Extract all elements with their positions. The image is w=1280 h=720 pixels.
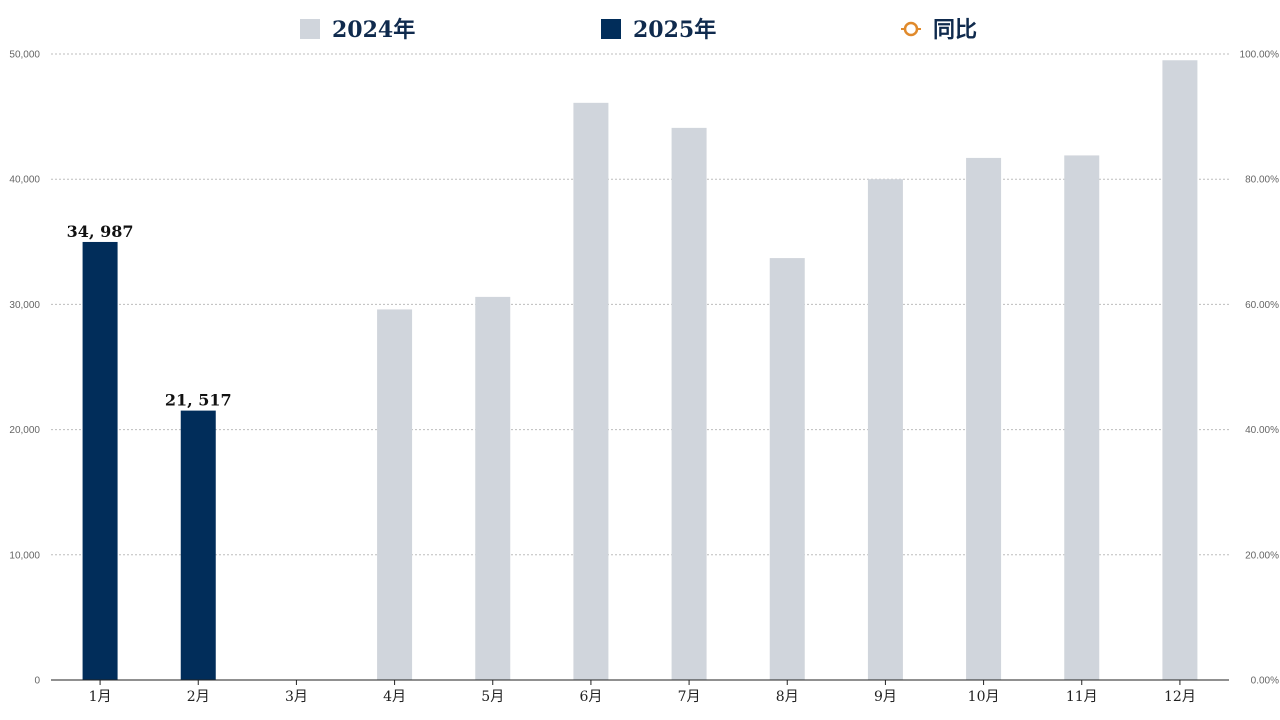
x-tick-label: 4月 — [383, 689, 406, 705]
legend-label: 同比 — [933, 17, 977, 43]
y-right-tick-label: 80.00% — [1245, 175, 1279, 186]
gridlines — [51, 53, 1229, 556]
legend: 2024年 2025年 同比 — [300, 17, 977, 43]
x-tick-label: 9月 — [874, 689, 897, 705]
bar — [573, 102, 609, 680]
y-right-tick-label: 40.00% — [1245, 425, 1279, 436]
legend-label: 2025年 — [633, 17, 716, 43]
data-labels: 34, 987 21, 517 — [67, 222, 232, 410]
bar — [180, 410, 216, 680]
bar — [377, 309, 413, 680]
legend-item: 2024年 — [300, 17, 415, 43]
axes: 0 0.00% 10,000 20.00% 20,000 40.00% 30,000 60.0… — [9, 50, 1279, 706]
x-tick-label: 7月 — [678, 689, 701, 705]
y-left-tick-label: 40,000 — [9, 175, 40, 186]
x-tick-label: 3月 — [285, 689, 308, 705]
x-tick-label: 1月 — [89, 689, 112, 705]
x-tick-label: 11月 — [1066, 689, 1098, 705]
legend-label: 2024年 — [332, 17, 415, 43]
y-right-tick-label: 60.00% — [1245, 300, 1279, 311]
y-left-tick-label: 10,000 — [9, 550, 40, 561]
bar — [769, 258, 805, 680]
bar — [82, 241, 118, 680]
x-tick-label: 12月 — [1164, 689, 1196, 705]
x-tick-label: 5月 — [481, 689, 504, 705]
legend-marker — [903, 21, 919, 37]
data-label: 21, 517 — [165, 391, 232, 410]
bar — [867, 179, 903, 680]
y-right-tick-label: 100.00% — [1240, 50, 1280, 61]
bar — [671, 127, 707, 681]
x-tick-label: 10月 — [968, 689, 1000, 705]
data-label: 34, 987 — [67, 222, 134, 241]
y-left-tick-label: 50,000 — [9, 50, 40, 61]
x-tick-label: 6月 — [579, 689, 602, 705]
x-tick-label: 8月 — [776, 689, 799, 705]
bar — [1162, 60, 1198, 680]
y-left-tick-label: 30,000 — [9, 300, 40, 311]
y-right-tick-label: 0.00% — [1251, 676, 1279, 687]
bar — [1064, 155, 1100, 681]
y-left-tick-label: 20,000 — [9, 425, 40, 436]
y-right-tick-label: 20.00% — [1245, 550, 1279, 561]
bar — [475, 296, 511, 680]
legend-item: 同比 — [901, 17, 977, 43]
legend-swatch — [601, 19, 621, 39]
bars — [82, 60, 1198, 681]
x-tick-label: 2月 — [187, 689, 210, 705]
legend-swatch — [300, 19, 320, 39]
y-left-tick-label: 0 — [34, 676, 40, 687]
bar — [966, 157, 1002, 680]
legend-item: 2025年 — [601, 17, 716, 43]
